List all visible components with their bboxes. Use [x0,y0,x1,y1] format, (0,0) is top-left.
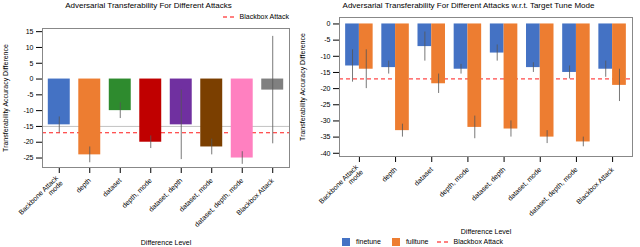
svg-text:-35: -35 [320,133,330,140]
html-text:Blackbox Attack: Blackbox Attack [239,13,289,20]
svg-text:Difference Level: Difference Level [461,228,512,235]
html-text:Adversarial Transferability Fo: Adversarial Transferability For Differen… [342,1,595,10]
svg-text:Backbone Attackmode: Backbone Attackmode [317,163,364,210]
svg-text:-25: -25 [320,101,330,108]
svg-text:-10: -10 [320,53,330,60]
svg-text:Transferability Accuracy Diffe: Transferability Accuracy Difference [2,44,10,152]
svg-text:-40: -40 [320,150,330,157]
svg-text:dataset, depth, mode: dataset, depth, mode [193,177,245,229]
svg-text:-25: -25 [23,154,33,161]
svg-text:-15: -15 [23,123,33,130]
svg-text:dataset, depth: dataset, depth [470,166,507,203]
svg-text:Difference Level: Difference Level [141,239,192,246]
svg-text:0: 0 [327,20,331,27]
svg-text:dataset, mode: dataset, mode [177,176,214,213]
svg-text:0: 0 [30,75,34,82]
svg-text:dataset, mode: dataset, mode [506,166,542,202]
svg-text:dataset: dataset [101,177,122,198]
svg-text:-5: -5 [324,36,330,43]
svg-text:10: 10 [26,44,34,51]
svg-text:15: 15 [26,28,34,35]
svg-text:-15: -15 [320,69,330,76]
html-text:Blackbox Attack: Blackbox Attack [453,238,503,245]
svg-text:depth: depth [381,166,399,184]
svg-text:depth: depth [75,177,93,195]
svg-text:Backbone Attackmode: Backbone Attackmode [17,174,64,221]
svg-text:-10: -10 [23,107,33,114]
svg-text:dataset, depth: dataset, depth [147,176,184,213]
svg-text:Transferability Accuracy Diffe: Transferability Accuracy Difference [299,33,307,141]
svg-text:-30: -30 [320,117,330,124]
svg-text:-5: -5 [27,91,33,98]
svg-text:Blackbox Attack: Blackbox Attack [575,165,615,205]
svg-text:Blackbox Attack: Blackbox Attack [235,176,275,216]
svg-text:depth, mode: depth, mode [438,166,471,199]
html-text:finetune: finetune [356,238,381,245]
html-text:Adversarial Transferability Fo: Adversarial Transferability For Differen… [65,1,232,10]
html-text:fulltune: fulltune [405,238,429,245]
svg-text:depth, mode: depth, mode [121,177,154,210]
svg-text:-20: -20 [320,85,330,92]
svg-text:dataset, depth, mode: dataset, depth, mode [527,166,579,218]
svg-text:-20: -20 [23,138,33,145]
svg-text:5: 5 [30,59,34,66]
svg-text:dataset: dataset [413,166,434,187]
